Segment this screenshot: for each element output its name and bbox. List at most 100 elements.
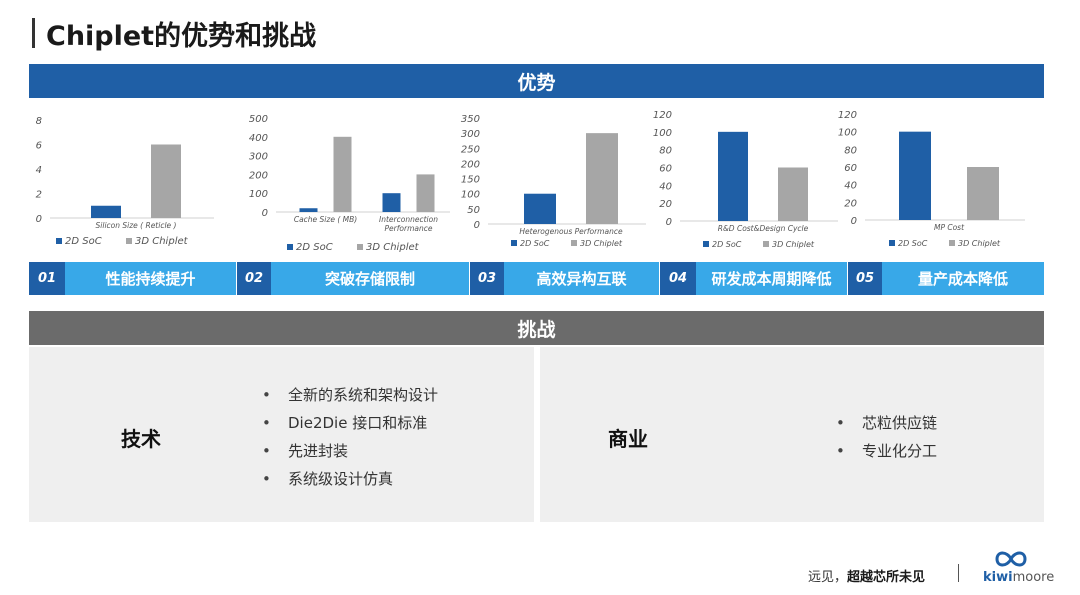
tab-label-mp-cost: 量产成本降低 <box>882 262 1044 295</box>
tab-label-performance: 性能持续提升 <box>65 262 236 295</box>
bar-chiplet <box>416 174 435 212</box>
legend-swatch <box>949 240 955 246</box>
legend-label: 3D Chiplet <box>366 242 420 253</box>
y-tick-label: 0 <box>666 217 672 228</box>
bullet-icon: • <box>836 442 845 460</box>
y-tick-label: 20 <box>659 199 672 210</box>
title-accent-bar <box>32 18 35 48</box>
category-label: Heterogenous Performance <box>519 227 623 236</box>
category-label: Performance <box>385 224 433 233</box>
company-logo: kiwimoore <box>983 570 1055 585</box>
footer-slogan: 远见，超越芯所未见 <box>808 570 926 585</box>
legend-label: 3D Chiplet <box>772 240 815 249</box>
y-tick-label: 50 <box>467 205 480 216</box>
category-label: Cache Size ( MB) <box>294 215 357 224</box>
bullet-icon: • <box>262 386 271 404</box>
legend-swatch <box>889 240 895 246</box>
tab-label-heterogenous: 高效异构互联 <box>504 262 659 295</box>
list-item: • 专业化分工 <box>836 437 937 465</box>
y-tick-label: 300 <box>249 152 268 163</box>
y-tick-label: 8 <box>36 116 42 127</box>
legend-swatch <box>126 238 132 244</box>
bullet-icon: • <box>262 442 271 460</box>
y-tick-label: 200 <box>249 170 268 181</box>
bullet-icon: • <box>262 414 271 432</box>
chart-svg: 0 50 100 150 200 250 300 350 Heterogenous Perfor… <box>461 114 646 248</box>
y-tick-label: 0 <box>262 208 268 219</box>
bar-chiplet <box>333 136 352 212</box>
legend-swatch <box>511 240 517 246</box>
tab-label-memory: 突破存储限制 <box>271 262 469 295</box>
y-tick-label: 400 <box>249 133 268 144</box>
legend-swatch <box>763 241 769 247</box>
legend-label: 3D Chiplet <box>580 239 623 248</box>
y-tick-label: 20 <box>844 198 857 209</box>
legend-label: 2D SoC <box>520 239 550 248</box>
y-tick-label: 100 <box>461 190 480 201</box>
challenges-heading: 挑战 <box>517 318 556 341</box>
list-item: • 系统级设计仿真 <box>262 465 438 493</box>
business-title: 商业 <box>608 427 648 451</box>
legend-label: 2D SoC <box>712 240 742 249</box>
y-tick-label: 200 <box>461 159 480 170</box>
chart-silicon-size: 0 2 4 6 8 Silicon Size ( Reticle ) 2D SoC 3D Ch… <box>30 104 220 260</box>
bar-soc <box>718 131 748 221</box>
list-item: • 先进封装 <box>262 437 438 465</box>
chart-rd-cost: 0 20 40 60 80 100 120 R&D Cost&Design Cycle 2D S… <box>653 104 845 260</box>
y-tick-label: 300 <box>461 129 480 140</box>
list-item: • Die2Die 接口和标准 <box>262 409 438 437</box>
chart-cache-interconnect: 0 100 200 300 400 500 Cache Size ( MB) Intercon… <box>240 104 455 260</box>
chart-heterogenous: 0 50 100 150 200 250 300 350 Heterogenous Perfor… <box>461 104 652 260</box>
chart-svg: 0 20 40 60 80 100 120 R&D Cost&Design Cycle 2D S… <box>653 110 838 249</box>
list-item: • 全新的系统和架构设计 <box>262 381 438 409</box>
bar-chiplet <box>967 167 999 220</box>
chart-svg: 0 20 40 60 80 100 120 MP Cost 2D SoC 3D Chiplet <box>838 110 1025 248</box>
logo-icon <box>993 549 1029 573</box>
bar-chiplet <box>778 167 808 221</box>
y-tick-label: 4 <box>36 165 42 176</box>
y-tick-label: 40 <box>659 181 672 192</box>
legend-label: 3D Chiplet <box>135 236 189 247</box>
y-tick-label: 0 <box>36 214 42 225</box>
legend-swatch <box>357 244 363 250</box>
y-tick-label: 250 <box>461 144 480 155</box>
footer-divider <box>958 564 959 582</box>
category-label: R&D Cost&Design Cycle <box>718 224 809 233</box>
chart-svg: 0 2 4 6 8 Silicon Size ( Reticle ) 2D SoC 3D Ch… <box>36 116 214 247</box>
technical-list: • 全新的系统和架构设计 • Die2Die 接口和标准 • 先进封装 • 系统级设计仿… <box>262 381 438 493</box>
bar-soc <box>382 193 401 212</box>
business-list: • 芯粒供应链 • 专业化分工 <box>836 409 937 465</box>
y-tick-label: 0 <box>474 220 480 231</box>
tab-label-rd-cost: 研发成本周期降低 <box>696 262 847 295</box>
legend-label: 2D SoC <box>296 242 333 253</box>
category-label: MP Cost <box>934 223 965 232</box>
category-label: Silicon Size ( Reticle ) <box>96 221 177 230</box>
y-tick-label: 150 <box>461 175 480 186</box>
y-tick-label: 2 <box>36 190 42 201</box>
legend-label: 3D Chiplet <box>958 239 1001 248</box>
technical-panel: 技术 • 全新的系统和架构设计 • Die2Die 接口和标准 • 先进封装 • 系统级… <box>29 347 534 522</box>
technical-title: 技术 <box>121 427 161 451</box>
bar-soc <box>899 131 931 220</box>
legend-swatch <box>703 241 709 247</box>
challenges-header: 挑战 <box>29 311 1044 345</box>
tab-num-4: 04 <box>660 262 696 295</box>
y-tick-label: 500 <box>249 114 268 125</box>
bar-chiplet <box>586 133 618 224</box>
tab-num-3: 03 <box>470 262 504 295</box>
advantages-heading: 优势 <box>517 71 556 94</box>
y-tick-label: 60 <box>659 164 672 175</box>
chart-svg: 0 100 200 300 400 500 Cache Size ( MB) Intercon… <box>249 114 450 253</box>
bar-chiplet <box>151 144 181 218</box>
advantages-header: 优势 <box>29 64 1044 98</box>
tab-num-5: 05 <box>848 262 882 295</box>
y-tick-label: 80 <box>659 146 672 157</box>
tab-num-2: 02 <box>237 262 271 295</box>
bullet-icon: • <box>262 470 271 488</box>
bar-soc <box>91 205 121 218</box>
y-tick-label: 60 <box>844 163 857 174</box>
legend-label: 2D SoC <box>65 236 102 247</box>
business-panel: 商业 • 芯粒供应链 • 专业化分工 <box>540 347 1044 522</box>
y-tick-label: 40 <box>844 181 857 192</box>
category-label: Interconnection <box>379 215 438 224</box>
